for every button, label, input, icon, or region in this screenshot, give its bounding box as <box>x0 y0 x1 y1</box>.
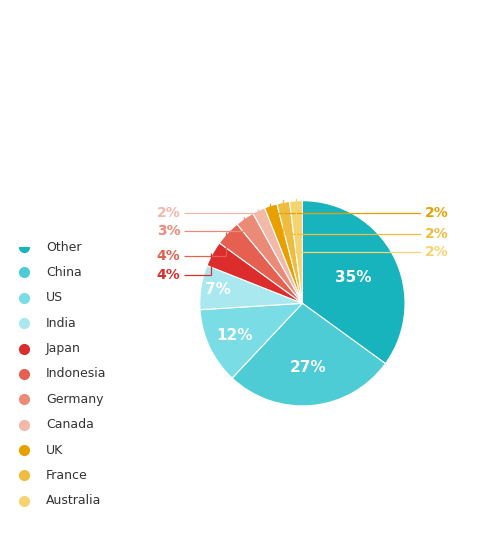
Text: Indonesia: Indonesia <box>46 367 107 380</box>
Text: 2%: 2% <box>424 227 448 241</box>
Wedge shape <box>200 303 302 378</box>
Wedge shape <box>302 201 405 364</box>
Text: UK: UK <box>46 444 63 456</box>
Text: Germany: Germany <box>46 393 104 406</box>
Text: Australia: Australia <box>46 495 101 507</box>
Text: Canada: Canada <box>46 418 94 431</box>
Wedge shape <box>253 208 302 303</box>
Wedge shape <box>237 213 302 303</box>
Text: 12%: 12% <box>216 328 253 343</box>
Wedge shape <box>232 303 385 406</box>
Text: 4%: 4% <box>156 267 180 281</box>
Text: 2%: 2% <box>424 206 448 220</box>
Wedge shape <box>219 224 302 303</box>
Text: 2%: 2% <box>424 245 448 259</box>
Text: India: India <box>46 317 77 330</box>
Wedge shape <box>289 201 302 303</box>
Text: Other: Other <box>46 241 82 253</box>
Wedge shape <box>277 201 302 303</box>
Text: 4%: 4% <box>156 249 180 263</box>
Text: 2%: 2% <box>156 206 180 220</box>
Text: China: China <box>46 266 82 279</box>
Text: France: France <box>46 469 88 482</box>
Wedge shape <box>264 204 302 303</box>
Wedge shape <box>200 265 302 310</box>
Text: 35%: 35% <box>336 270 372 285</box>
Wedge shape <box>207 243 302 303</box>
Text: US: US <box>46 291 63 304</box>
Text: 3%: 3% <box>156 224 180 238</box>
Text: Japan: Japan <box>46 342 81 355</box>
Text: 27%: 27% <box>290 360 327 375</box>
Text: 7%: 7% <box>205 282 231 297</box>
